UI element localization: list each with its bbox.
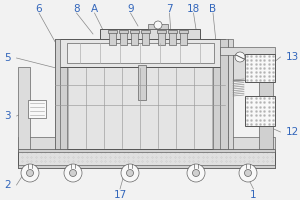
Bar xyxy=(220,39,228,149)
Bar xyxy=(18,149,275,152)
Text: 1: 1 xyxy=(250,190,257,200)
Bar xyxy=(233,55,245,80)
Text: 17: 17 xyxy=(113,190,127,200)
Text: 6: 6 xyxy=(36,4,42,14)
Circle shape xyxy=(26,170,34,176)
Bar xyxy=(67,43,214,63)
Bar xyxy=(55,39,225,67)
Bar xyxy=(138,65,146,100)
Bar xyxy=(259,67,273,149)
Bar xyxy=(148,24,168,29)
Bar xyxy=(100,29,200,39)
Bar xyxy=(109,31,116,45)
Text: B: B xyxy=(209,4,217,14)
Bar xyxy=(157,30,166,33)
Text: 5: 5 xyxy=(4,53,11,63)
Bar xyxy=(131,31,138,45)
Circle shape xyxy=(193,170,200,176)
Circle shape xyxy=(244,170,251,176)
Bar xyxy=(220,47,275,55)
Bar xyxy=(18,67,30,149)
Bar xyxy=(119,30,128,33)
Circle shape xyxy=(21,164,39,182)
Bar xyxy=(180,31,187,45)
Text: 9: 9 xyxy=(127,4,134,14)
Circle shape xyxy=(64,164,82,182)
Bar xyxy=(18,165,275,168)
Bar xyxy=(18,137,55,149)
Circle shape xyxy=(235,52,245,62)
Text: 13: 13 xyxy=(286,52,299,62)
Circle shape xyxy=(239,164,257,182)
Text: 18: 18 xyxy=(187,4,200,14)
Bar xyxy=(245,96,275,126)
Bar xyxy=(55,39,60,149)
Bar xyxy=(28,100,46,118)
Bar xyxy=(225,137,275,149)
Bar xyxy=(158,31,165,45)
Circle shape xyxy=(154,21,162,29)
Bar xyxy=(55,67,67,149)
Text: 8: 8 xyxy=(73,4,80,14)
Bar xyxy=(141,30,150,33)
Bar xyxy=(245,54,275,82)
Bar xyxy=(179,30,188,33)
Text: 2: 2 xyxy=(4,180,11,190)
Text: 3: 3 xyxy=(4,111,11,121)
Circle shape xyxy=(127,170,134,176)
Text: 12: 12 xyxy=(286,127,299,137)
Text: A: A xyxy=(91,4,98,14)
Bar xyxy=(55,67,225,149)
Text: 7: 7 xyxy=(166,4,173,14)
Bar xyxy=(228,39,233,149)
Bar xyxy=(18,150,275,168)
Bar xyxy=(120,31,127,45)
Bar xyxy=(130,30,139,33)
Circle shape xyxy=(70,170,76,176)
Circle shape xyxy=(121,164,139,182)
Bar xyxy=(213,67,225,149)
Bar xyxy=(142,31,149,45)
Bar xyxy=(169,31,176,45)
Bar xyxy=(108,30,117,33)
Bar xyxy=(168,30,177,33)
Circle shape xyxy=(187,164,205,182)
